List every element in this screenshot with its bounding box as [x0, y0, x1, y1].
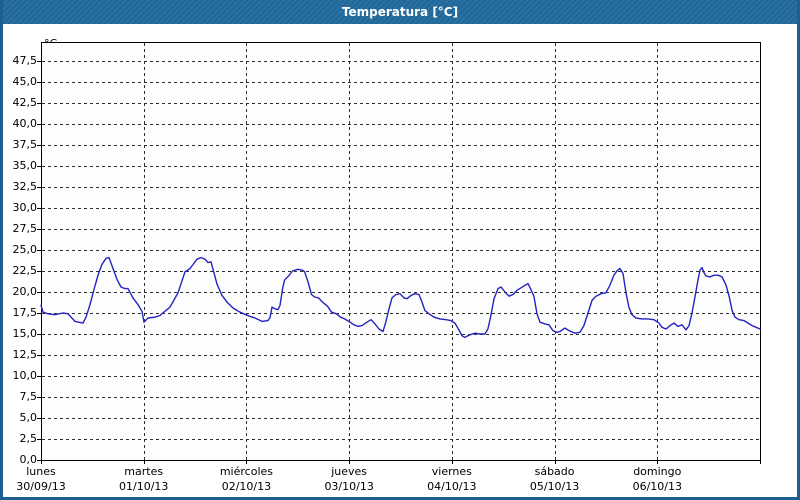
- y-tick-label: 35,0: [12, 159, 38, 172]
- y-tick-label: 47,5: [12, 54, 38, 67]
- y-tick-label: 2,5: [19, 432, 38, 445]
- x-day-label: martes 01/10/13: [96, 464, 192, 494]
- chart-title-bar: Temperatura [°C]: [0, 0, 800, 24]
- y-tick-label: 17,5: [12, 306, 38, 319]
- x-day-label: lunes 30/09/13: [0, 464, 89, 494]
- x-day-label: jueves 03/10/13: [301, 464, 397, 494]
- y-tick-label: 0,0: [19, 453, 38, 466]
- day-name: viernes: [431, 465, 472, 478]
- y-tick-label: 12,5: [12, 348, 38, 361]
- day-name: sábado: [534, 465, 575, 478]
- chart-title: Temperatura [°C]: [341, 5, 459, 19]
- y-tick-label: 30,0: [12, 201, 38, 214]
- day-name: lunes: [26, 465, 56, 478]
- day-date: 30/09/13: [16, 480, 66, 493]
- plot-border: [41, 42, 761, 461]
- y-tick-label: 7,5: [19, 390, 38, 403]
- day-date: 03/10/13: [324, 480, 374, 493]
- y-tick-label: 20,0: [12, 285, 38, 298]
- y-tick-label: 37,5: [12, 138, 38, 151]
- y-tick-label: 45,0: [12, 75, 38, 88]
- y-tick-label: 32,5: [12, 180, 38, 193]
- x-day-label: viernes 04/10/13: [404, 464, 500, 494]
- x-day-label: domingo 06/10/13: [609, 464, 705, 494]
- day-date: 04/10/13: [427, 480, 477, 493]
- y-tick-label: 27,5: [12, 222, 38, 235]
- x-day-label: sábado 05/10/13: [507, 464, 603, 494]
- y-tick-label: 42,5: [12, 96, 38, 109]
- y-tick-label: 25,0: [12, 243, 38, 256]
- day-name: domingo: [633, 465, 682, 478]
- temperature-line: [40, 256, 761, 339]
- day-date: 01/10/13: [119, 480, 169, 493]
- day-date: 05/10/13: [529, 480, 580, 493]
- day-date: 06/10/13: [632, 480, 682, 493]
- y-tick-label: 10,0: [12, 369, 38, 382]
- day-name: miércoles: [219, 465, 273, 478]
- day-date: 02/10/13: [221, 480, 272, 493]
- day-name: jueves: [331, 465, 368, 478]
- y-tick-label: 5,0: [19, 411, 38, 424]
- y-tick-label: 15,0: [12, 327, 38, 340]
- y-tick-label: 40,0: [12, 117, 38, 130]
- x-day-label: miércoles 02/10/13: [198, 464, 294, 494]
- y-tick-label: 22,5: [12, 264, 38, 277]
- day-name: martes: [124, 465, 164, 478]
